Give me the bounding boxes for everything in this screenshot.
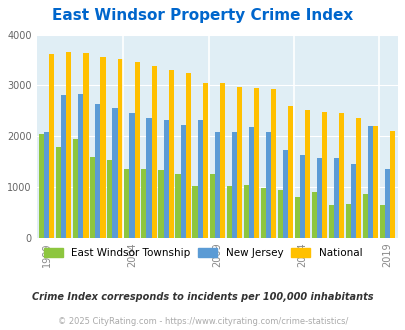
- Bar: [321, 112, 326, 238]
- Bar: [158, 170, 163, 238]
- Bar: [129, 113, 134, 238]
- Bar: [163, 120, 168, 238]
- Bar: [151, 66, 156, 238]
- Bar: [355, 118, 360, 238]
- Bar: [362, 194, 367, 238]
- Bar: [294, 196, 299, 238]
- Bar: [345, 204, 350, 238]
- Bar: [61, 94, 66, 238]
- Bar: [236, 87, 241, 238]
- Bar: [66, 52, 71, 238]
- Bar: [117, 59, 122, 238]
- Bar: [141, 169, 146, 238]
- Bar: [202, 83, 207, 238]
- Bar: [134, 62, 139, 238]
- Bar: [56, 147, 61, 238]
- Bar: [277, 190, 282, 238]
- Bar: [168, 70, 173, 238]
- Bar: [231, 132, 236, 238]
- Bar: [265, 132, 270, 238]
- Bar: [338, 113, 343, 238]
- Bar: [350, 164, 355, 238]
- Bar: [248, 127, 253, 238]
- Bar: [384, 169, 389, 238]
- Bar: [282, 150, 287, 238]
- Bar: [175, 174, 180, 238]
- Text: © 2025 CityRating.com - https://www.cityrating.com/crime-statistics/: © 2025 CityRating.com - https://www.city…: [58, 317, 347, 326]
- Bar: [311, 192, 316, 238]
- Legend: East Windsor Township, New Jersey, National: East Windsor Township, New Jersey, Natio…: [40, 244, 365, 262]
- Bar: [372, 126, 377, 238]
- Bar: [260, 188, 265, 238]
- Bar: [78, 93, 83, 238]
- Bar: [270, 89, 275, 238]
- Bar: [333, 158, 338, 238]
- Bar: [100, 57, 105, 238]
- Bar: [83, 53, 88, 238]
- Bar: [49, 54, 54, 238]
- Bar: [253, 88, 258, 238]
- Bar: [180, 125, 185, 238]
- Bar: [197, 120, 202, 238]
- Bar: [214, 132, 219, 238]
- Bar: [316, 158, 321, 238]
- Bar: [112, 108, 117, 238]
- Bar: [95, 104, 100, 238]
- Text: East Windsor Property Crime Index: East Windsor Property Crime Index: [52, 8, 353, 23]
- Bar: [219, 83, 224, 238]
- Bar: [287, 106, 292, 238]
- Text: Crime Index corresponds to incidents per 100,000 inhabitants: Crime Index corresponds to incidents per…: [32, 292, 373, 302]
- Bar: [226, 186, 231, 238]
- Bar: [146, 118, 151, 238]
- Bar: [90, 157, 95, 238]
- Bar: [39, 134, 44, 238]
- Bar: [192, 186, 197, 238]
- Bar: [44, 132, 49, 238]
- Bar: [209, 174, 214, 238]
- Bar: [124, 169, 129, 238]
- Bar: [379, 205, 384, 238]
- Bar: [389, 131, 394, 238]
- Bar: [73, 139, 78, 238]
- Bar: [304, 110, 309, 238]
- Bar: [299, 155, 304, 238]
- Bar: [328, 205, 333, 238]
- Bar: [185, 73, 190, 238]
- Bar: [107, 160, 112, 238]
- Bar: [243, 185, 248, 238]
- Bar: [367, 126, 372, 238]
